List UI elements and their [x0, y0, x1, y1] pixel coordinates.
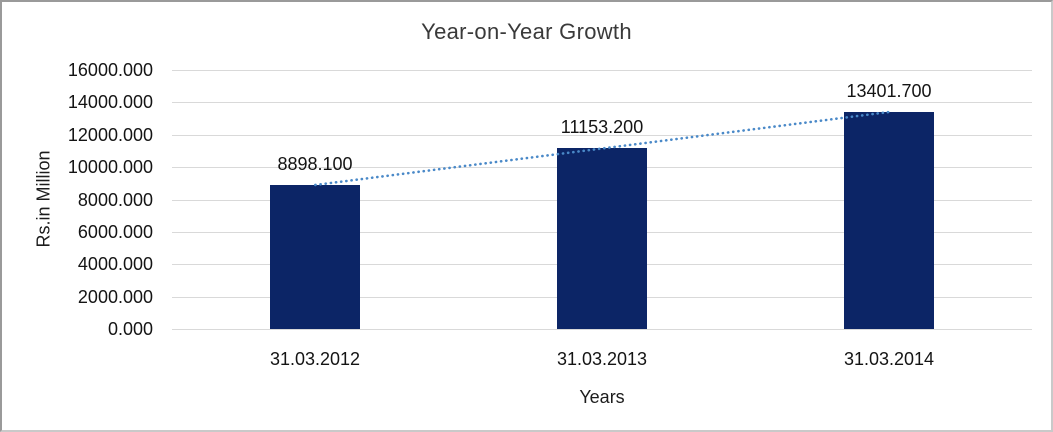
y-tick-label: 14000.000 [67, 92, 153, 112]
gridline [172, 102, 1032, 103]
x-tick-label: 31.03.2013 [556, 349, 648, 369]
y-tick-label: 0.000 [107, 319, 153, 339]
gridline [172, 329, 1032, 330]
y-tick-label: 8000.000 [77, 190, 153, 210]
bar [557, 148, 647, 329]
x-tick-label: 31.03.2014 [843, 349, 935, 369]
y-tick-label: 16000.000 [67, 60, 153, 80]
bar-value-label: 13401.700 [846, 81, 932, 101]
bar-value-label: 11153.200 [560, 117, 644, 137]
trendline [314, 110, 890, 187]
bar [844, 112, 934, 329]
bar-value-label: 8898.100 [277, 154, 353, 174]
y-tick-label: 4000.000 [77, 254, 153, 274]
y-tick-label: 6000.000 [77, 222, 153, 242]
bar [270, 185, 360, 329]
y-tick-label: 2000.000 [77, 287, 153, 307]
x-axis-title: Years [579, 387, 625, 407]
chart-title: Year-on-Year Growth [421, 19, 632, 44]
gridline [172, 135, 1032, 136]
gridline [172, 70, 1032, 71]
y-tick-label: 10000.000 [67, 157, 153, 177]
y-tick-label: 12000.000 [67, 125, 153, 145]
x-tick-label: 31.03.2012 [269, 349, 361, 369]
